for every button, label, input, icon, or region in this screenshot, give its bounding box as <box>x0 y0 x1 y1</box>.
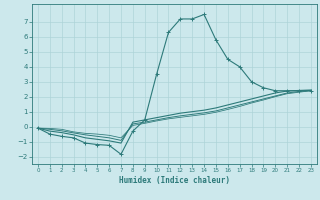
X-axis label: Humidex (Indice chaleur): Humidex (Indice chaleur) <box>119 176 230 185</box>
